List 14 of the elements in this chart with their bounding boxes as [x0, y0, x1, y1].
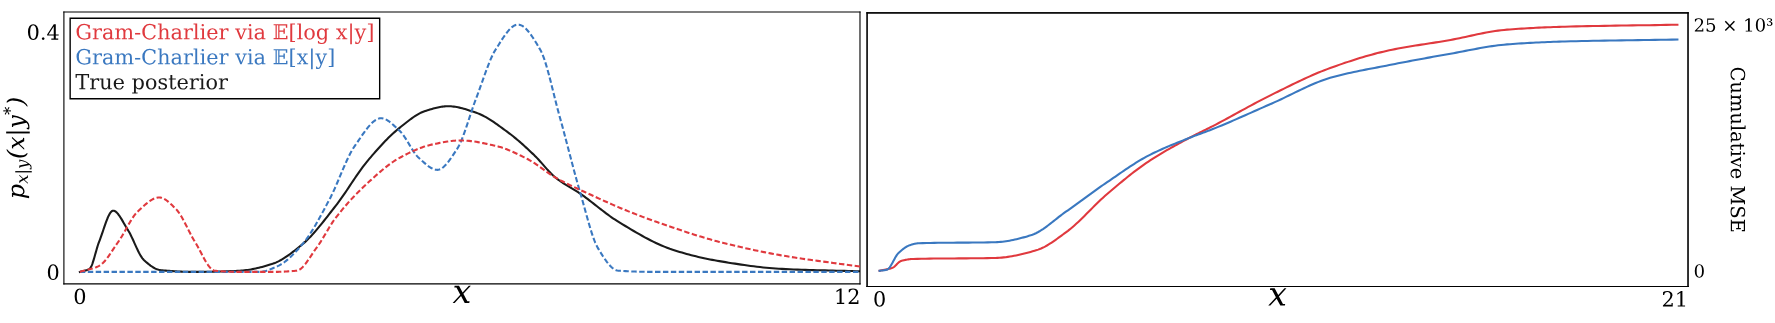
y-tick-label: 0.4: [27, 24, 59, 40]
text: True posterior: [75, 73, 228, 94]
x-axis-title: x: [1268, 288, 1287, 306]
y-axis-title: p$_{x|y}$(x|y$^{*}$): [3, 98, 32, 199]
x-axis-title: x: [452, 285, 471, 304]
y2-tick-label: 25 × 10³: [1694, 18, 1773, 32]
y2-axis-title: Cumulative MSE: [1730, 67, 1746, 232]
text: Gram-Charlier via 𝔼[x|y]: [76, 48, 334, 70]
x-tick-label: 12: [836, 288, 859, 304]
y2-tick-label: 0: [1694, 264, 1704, 278]
x-tick-label: 21: [1662, 291, 1686, 307]
text: Gram-Charlier via 𝔼[log x|y]: [76, 23, 373, 45]
x-tick-label: 0: [74, 288, 86, 305]
x-tick-label: 0: [874, 291, 885, 307]
